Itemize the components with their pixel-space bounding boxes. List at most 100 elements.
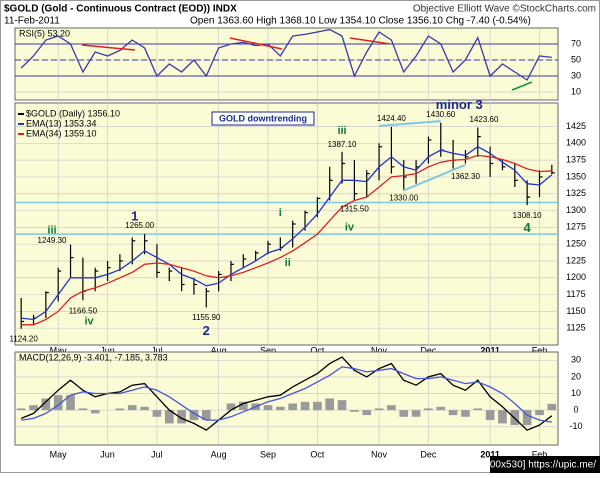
histogram-bar <box>263 405 273 411</box>
annotation: 2 <box>203 323 210 338</box>
histogram-bar <box>436 406 446 411</box>
histogram-bar <box>288 403 297 411</box>
histogram-bar <box>498 410 507 424</box>
x-tick-label: 2011 <box>480 345 500 355</box>
legend-entry: EMA(13) 1353.34 <box>26 118 97 128</box>
x-tick-label: May <box>50 449 68 459</box>
y-tick-label: 1125 <box>566 323 585 333</box>
y-tick-label: -10 <box>569 421 582 431</box>
annotation-box <box>211 111 315 126</box>
annotation: 1166.50 <box>69 306 98 315</box>
legend-entry: $GOLD (Daily) 1356.10 <box>26 108 120 118</box>
rsi-trendline <box>349 37 391 45</box>
y-tick-label: 1250 <box>566 239 586 249</box>
histogram-bar <box>461 410 470 417</box>
panel <box>14 27 559 101</box>
histogram-bar <box>276 406 285 411</box>
annotation: 4 <box>524 220 532 235</box>
annotation: ii <box>285 257 291 269</box>
histogram-bar <box>115 408 125 411</box>
histogram-bar <box>127 405 137 411</box>
annotation: 1430.60 <box>426 110 455 119</box>
histogram-bar <box>387 405 396 411</box>
panel-title: MACD(12,26,9) -3.401, -7.185, 3.783 <box>19 352 168 362</box>
y-tick-label: 10 <box>571 86 581 96</box>
histogram-bar <box>350 410 359 412</box>
x-tick-label: Dec <box>420 449 437 459</box>
y-tick-label: 1225 <box>566 255 586 265</box>
annotation: 1387.10 <box>328 140 357 149</box>
annotation: minor 3 <box>436 97 483 112</box>
histogram-bar <box>189 410 199 421</box>
x-tick-label: Jun <box>100 345 115 355</box>
histogram-bar <box>522 410 532 426</box>
histogram-bar <box>29 405 38 411</box>
x-tick-label: Dec <box>420 345 437 355</box>
annotation: 1315.50 <box>340 204 369 213</box>
histogram-bar <box>201 410 211 421</box>
histogram-bar <box>535 410 544 416</box>
panel <box>14 351 559 446</box>
histogram-bar <box>90 410 100 414</box>
annotation-box-text: GOLD downtrending <box>219 113 307 123</box>
histogram-bar <box>226 403 236 411</box>
x-tick-label: May <box>50 345 68 355</box>
series-line <box>20 28 552 81</box>
x-tick-label: Feb <box>532 345 548 355</box>
y-tick-label: 20 <box>571 371 581 381</box>
watermark-bg <box>490 456 600 473</box>
histogram-bar <box>41 398 51 411</box>
x-tick-label: Aug <box>211 449 227 459</box>
series-line <box>21 366 552 423</box>
series-line <box>21 145 553 321</box>
x-tick-label: Sep <box>260 449 276 459</box>
x-tick-label: 2011 <box>480 449 500 459</box>
y-tick-label: 10 <box>571 388 581 398</box>
histogram-bar <box>448 410 458 416</box>
x-tick-label: Jul <box>151 345 163 355</box>
y-tick-label: 30 <box>571 355 581 365</box>
rsi-trendline <box>229 37 283 50</box>
x-tick-label: Nov <box>371 345 388 355</box>
y-tick-label: 1150 <box>566 306 585 316</box>
source: Objective Elliott Wave ©StockCharts.com <box>413 4 596 15</box>
y-tick-label: 1375 <box>566 155 586 165</box>
rsi-trendline <box>511 81 533 91</box>
y-tick-label: 0 <box>573 405 578 415</box>
series-line <box>21 154 552 326</box>
y-tick-label: 50 <box>571 54 581 64</box>
annotation: i <box>279 207 282 219</box>
y-tick-label: 1175 <box>566 289 585 299</box>
annotation: 1249.30 <box>38 236 67 245</box>
y-tick-label: 1400 <box>566 138 586 148</box>
annotation: iv <box>345 221 355 233</box>
trendline <box>378 120 441 127</box>
annotation: 1 <box>131 209 138 224</box>
histogram-bar <box>53 395 63 411</box>
annotation: 1423.60 <box>469 115 498 124</box>
histogram-bar <box>177 410 186 424</box>
y-tick-label: 30 <box>571 70 581 80</box>
x-tick-label: Oct <box>310 345 325 355</box>
y-tick-label: 1300 <box>566 205 586 215</box>
histogram-bar <box>325 398 335 411</box>
rsi-trendline <box>81 44 136 51</box>
annotation: 1424.40 <box>377 114 406 123</box>
histogram-bar <box>78 408 88 411</box>
histogram-bar <box>399 410 409 417</box>
histogram-bar <box>140 406 149 411</box>
histogram-bar <box>300 401 310 411</box>
histogram-bar <box>547 403 557 411</box>
histogram-bar <box>313 401 322 411</box>
histogram-bar <box>164 410 174 424</box>
legend-entry: EMA(34) 1359.10 <box>26 128 97 138</box>
y-tick-label: 1325 <box>566 188 586 198</box>
x-tick-label: Nov <box>371 449 388 459</box>
annotation: 1124.20 <box>9 335 38 344</box>
annotation: 1330.00 <box>389 194 418 203</box>
histogram-bar <box>473 408 483 411</box>
histogram-bar <box>362 410 372 416</box>
histogram-bar <box>485 410 495 421</box>
